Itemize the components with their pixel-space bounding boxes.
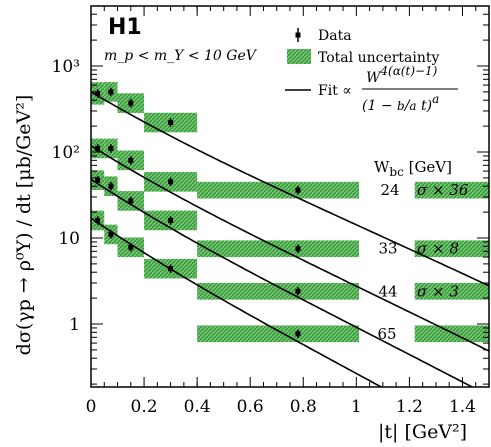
y-tick-label: 10³ [52, 57, 80, 77]
legend-data-label: Data [318, 28, 352, 44]
y-axis-title: dσ(γp → ρ⁰Y) / dt [μb/GeV²] [13, 95, 35, 356]
experiment-label: H1 [108, 15, 142, 40]
series-scale-label: σ × 3 [417, 282, 459, 300]
data-point [108, 183, 114, 189]
fit-curve [91, 145, 489, 352]
series-scale-label: σ × 8 [417, 240, 459, 258]
data-point [108, 145, 114, 151]
x-tick-label: 0.6 [237, 397, 264, 417]
series-energy-label: 33 [378, 240, 397, 258]
data-point [168, 217, 174, 223]
data-point [168, 120, 174, 126]
uncertainty-band [197, 325, 359, 343]
series-scale-label: σ × 36 [417, 181, 469, 199]
data-point [108, 231, 114, 237]
series-energy-label: 44 [378, 282, 397, 300]
legend: Data Total uncertainty Fit ∝ W4(α(t)−1) … [285, 28, 458, 114]
data-point [95, 217, 101, 223]
data-point [295, 288, 301, 294]
legend-data-dot [295, 32, 301, 38]
uncertainty-band-high-t [414, 240, 489, 258]
legend-uncertainty-label: Total uncertainty [318, 50, 440, 66]
data-point [108, 89, 114, 95]
uncertainty-band-high-t [414, 181, 489, 199]
x-tick-label: 0.4 [184, 397, 211, 417]
series-labels: 24 σ × 36 33 σ × 8 44 σ × 3 65 [377, 181, 468, 343]
y-tick-label: 10 [58, 229, 80, 249]
y-tick-label: 10² [52, 143, 80, 163]
axis-ticks: 0 0.2 0.4 0.6 0.8 1 1.2 1.4 1 10 10² 10³ [52, 6, 489, 417]
svg-text:(1 − b/a t)a: (1 − b/a t)a [362, 92, 439, 114]
x-tick-label: 0.2 [131, 397, 158, 417]
x-tick-label: 0.8 [290, 397, 317, 417]
x-tick-label: 1.4 [449, 397, 476, 417]
data-point [128, 100, 134, 106]
data-points [95, 87, 301, 338]
fit-curve [91, 217, 383, 387]
y-tick-label: 1 [69, 315, 80, 335]
svg-text:dσ(γp → ρ⁰Y) / dt [μb/GeV²]: dσ(γp → ρ⁰Y) / dt [μb/GeV²] [13, 95, 35, 356]
data-point [168, 179, 174, 185]
fit-curves [91, 91, 489, 387]
x-tick-label: 1.2 [396, 397, 423, 417]
legend-fit-label: Fit ∝ [318, 83, 352, 99]
x-tick-label: 1 [351, 397, 362, 417]
uncertainty-band [197, 181, 359, 199]
series-energy-label: 65 [377, 325, 396, 343]
data-point [295, 187, 301, 193]
data-point [128, 244, 134, 250]
selection-annotation: m_p < m_Y < 10 GeV [104, 48, 258, 64]
svg-text:W4(α(t)−1): W4(α(t)−1) [366, 64, 438, 86]
data-point [168, 266, 174, 272]
data-point [95, 90, 101, 96]
x-tick-label: 0 [86, 397, 97, 417]
x-axis-title: |t| [GeV²] [378, 421, 467, 443]
series-energy-label: 24 [380, 181, 399, 199]
w-header: Wbc [GeV] [374, 158, 452, 179]
data-point [95, 145, 101, 151]
data-point [295, 331, 301, 337]
legend-fit-formula: W4(α(t)−1) (1 − b/a t)a [362, 64, 458, 114]
uncertainty-band [197, 282, 359, 300]
uncertainty-band-high-t [414, 325, 489, 343]
data-point [128, 198, 134, 204]
uncertainty-band-high-t [414, 282, 489, 300]
uncertainty-bands [91, 82, 489, 343]
data-point [128, 157, 134, 163]
fit-curve [91, 178, 474, 387]
data-point [95, 177, 101, 183]
data-point [295, 246, 301, 252]
fit-curve [91, 91, 489, 287]
legend-uncertainty-swatch [287, 49, 311, 64]
